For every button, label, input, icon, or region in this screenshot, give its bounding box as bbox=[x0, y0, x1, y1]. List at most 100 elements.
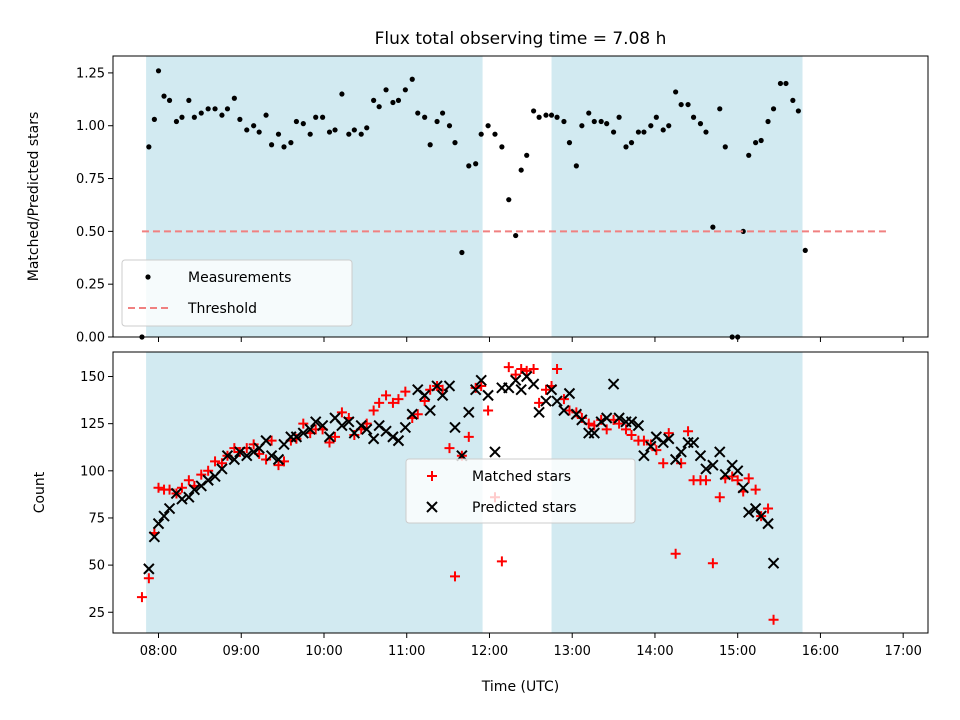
measurement-point bbox=[313, 114, 319, 120]
predicted-star-point bbox=[595, 416, 607, 428]
measurement-point bbox=[543, 112, 549, 118]
measurement-point bbox=[452, 140, 458, 146]
predicted-star-point bbox=[316, 419, 329, 432]
matched-star-point bbox=[576, 413, 587, 424]
chart-title: Flux total observing time = 7.08 h bbox=[375, 29, 667, 49]
measurement-point bbox=[790, 97, 796, 103]
measurement-point bbox=[231, 95, 237, 101]
measurement-point bbox=[351, 127, 357, 133]
matched-star-point bbox=[349, 429, 360, 440]
predicted-star-point bbox=[645, 440, 657, 453]
legend-label: Matched stars bbox=[472, 469, 571, 485]
matched-star-point bbox=[444, 443, 455, 454]
x-tick-label: 10:00 bbox=[305, 644, 342, 659]
measurement-point bbox=[263, 112, 269, 118]
measurement-point bbox=[275, 131, 282, 137]
measurement-point bbox=[795, 108, 801, 114]
predicted-star-point bbox=[613, 412, 625, 424]
predicted-star-point bbox=[563, 387, 576, 400]
predicted-star-point bbox=[533, 406, 545, 419]
matched-star-point bbox=[503, 362, 514, 373]
predicted-star-point bbox=[657, 436, 669, 449]
y-tick-label: 125 bbox=[80, 417, 105, 432]
predicted-star-point bbox=[714, 446, 726, 458]
y-tick-label: 150 bbox=[80, 370, 105, 385]
y-tick-label: 75 bbox=[88, 511, 105, 526]
predicted-star-point bbox=[406, 408, 418, 420]
y-tick-label: 50 bbox=[88, 559, 105, 574]
matched-star-point bbox=[663, 428, 674, 439]
matched-star-point bbox=[229, 443, 240, 454]
predicted-star-point bbox=[228, 453, 241, 466]
predicted-star-point bbox=[176, 493, 188, 505]
y-tick-label: 0.75 bbox=[76, 172, 105, 187]
measurement-point bbox=[166, 97, 173, 103]
measurement-point bbox=[146, 144, 152, 150]
legend-marker-plus bbox=[427, 471, 437, 481]
x-tick-label: 16:00 bbox=[802, 644, 839, 659]
matched-star-point bbox=[374, 397, 385, 408]
measurement-point bbox=[427, 142, 433, 148]
predicted-star-point bbox=[588, 427, 600, 439]
predicted-star-point bbox=[387, 431, 399, 443]
matched-star-point bbox=[261, 454, 272, 465]
predicted-star-point bbox=[719, 468, 731, 481]
predicted-star-point bbox=[527, 378, 540, 390]
measurement-point bbox=[765, 118, 771, 125]
measurement-point bbox=[161, 93, 167, 99]
matched-star-point bbox=[476, 380, 487, 391]
measurement-point bbox=[244, 127, 250, 133]
predicted-star-point bbox=[509, 374, 522, 386]
predicted-star-point bbox=[632, 419, 645, 432]
predicted-star-point bbox=[265, 450, 278, 462]
measurement-point bbox=[293, 118, 300, 125]
matched-star-point bbox=[670, 548, 681, 559]
matched-star-point bbox=[412, 409, 423, 420]
predicted-star-point bbox=[749, 502, 762, 515]
measurement-point bbox=[198, 110, 204, 116]
legend-box bbox=[121, 259, 353, 327]
predicted-star-point bbox=[323, 431, 336, 443]
predicted-star-point bbox=[202, 474, 214, 486]
matched-star-point bbox=[248, 439, 259, 450]
matched-star-point bbox=[196, 469, 207, 480]
predicted-star-point bbox=[152, 517, 165, 530]
predicted-star-point bbox=[551, 395, 563, 407]
measurement-point bbox=[219, 112, 225, 118]
measurement-point bbox=[579, 123, 585, 129]
measurement-point bbox=[251, 123, 257, 129]
measurement-point bbox=[186, 97, 192, 103]
measurement-point bbox=[281, 144, 287, 150]
matched-star-point bbox=[368, 405, 379, 416]
measurement-point bbox=[326, 129, 333, 135]
matched-star-point bbox=[521, 365, 532, 376]
measurement-point bbox=[586, 110, 592, 116]
predicted-star-point bbox=[482, 389, 494, 402]
measurement-point bbox=[604, 121, 610, 127]
predicted-star-point bbox=[436, 389, 449, 402]
measurement-point bbox=[256, 129, 262, 135]
measurement-point bbox=[358, 131, 364, 137]
x-axis-label: Time (UTC) bbox=[481, 679, 559, 695]
measurement-point bbox=[770, 106, 777, 112]
matched-star-point bbox=[419, 396, 430, 407]
predicted-star-point bbox=[600, 412, 613, 424]
matched-star-point bbox=[273, 460, 284, 471]
predicted-star-point bbox=[304, 423, 316, 436]
matched-star-point bbox=[528, 363, 539, 374]
predicted-star-point bbox=[163, 502, 176, 515]
matched-star-point bbox=[449, 571, 460, 582]
predicted-star-point bbox=[221, 450, 234, 462]
predicted-star-point bbox=[418, 389, 431, 402]
matched-star-point bbox=[626, 429, 637, 440]
predicted-star-point bbox=[241, 450, 253, 462]
matched-star-point bbox=[534, 397, 545, 408]
matched-star-point bbox=[743, 473, 754, 484]
measurement-point bbox=[722, 144, 728, 150]
measurement-point bbox=[635, 129, 642, 135]
matched-star-point bbox=[381, 390, 392, 401]
matched-star-point bbox=[658, 458, 669, 469]
predicted-star-point bbox=[638, 450, 650, 462]
predicted-star-point bbox=[737, 482, 749, 494]
